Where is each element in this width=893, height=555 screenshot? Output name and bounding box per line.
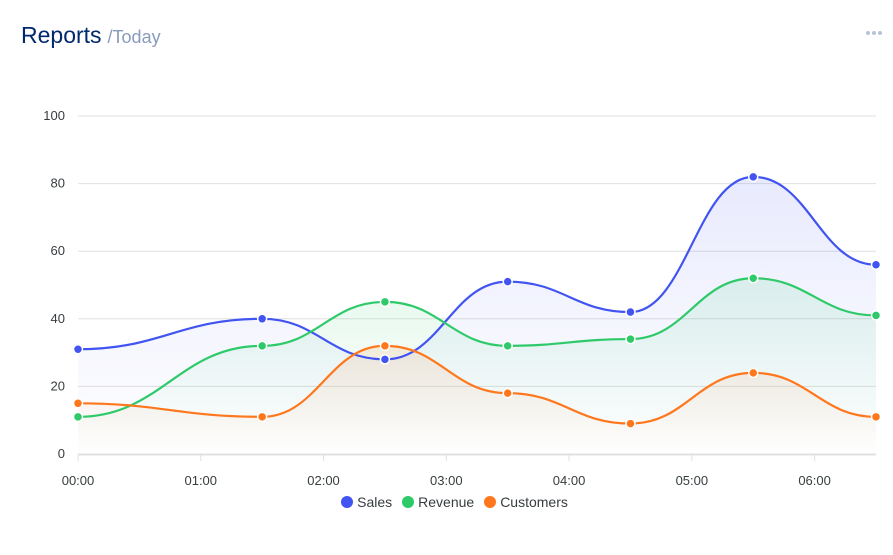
data-point-revenue	[502, 340, 513, 352]
x-tick-label: 02:00	[307, 473, 340, 488]
legend-label: Revenue	[418, 494, 475, 510]
data-point-customers	[870, 411, 882, 423]
data-point-customers	[502, 387, 513, 399]
data-point-customers	[625, 418, 636, 429]
series-area-customers	[78, 345, 876, 454]
x-tick-label: 00:00	[62, 473, 95, 488]
data-point-customers	[747, 367, 759, 379]
y-tick-label: 40	[51, 311, 65, 326]
data-point-sales	[870, 259, 882, 270]
data-point-sales	[625, 306, 636, 318]
x-tick-label: 05:00	[676, 473, 709, 488]
data-point-customers	[256, 411, 268, 423]
card-header: Reports /Today	[21, 22, 161, 49]
card-title: Reports	[21, 22, 102, 48]
data-point-revenue	[379, 296, 391, 308]
y-tick-label: 20	[51, 378, 65, 393]
data-point-sales	[72, 343, 84, 355]
legend-marker	[402, 496, 415, 508]
legend-item-revenue[interactable]: Revenue	[402, 494, 474, 510]
legend-label: Customers	[500, 494, 568, 510]
legend-item-sales[interactable]: Sales	[341, 494, 392, 510]
y-tick-label: 0	[58, 446, 65, 461]
data-point-sales	[747, 171, 759, 183]
card-subtitle: /Today	[107, 27, 161, 47]
data-point-revenue	[72, 411, 84, 423]
y-tick-label: 80	[51, 176, 65, 191]
reports-chart: 0 20 40 60 80 100 00:00 01:00 02:00 03:00 04:00 05:…	[43, 108, 882, 488]
data-point-customers	[379, 340, 391, 352]
y-tick-label: 100	[43, 108, 65, 123]
x-tick-label: 04:00	[553, 473, 586, 488]
x-tick-label: 01:00	[184, 473, 217, 488]
more-horizontal-icon[interactable]	[866, 22, 886, 35]
data-point-revenue	[256, 340, 268, 352]
x-tick-label: 06:00	[798, 473, 831, 488]
x-tick-label: 03:00	[430, 473, 463, 488]
data-point-sales	[502, 276, 513, 287]
legend-item-customers[interactable]: Customers	[484, 494, 568, 510]
data-point-customers	[72, 398, 84, 409]
data-point-sales	[256, 313, 268, 325]
legend-label: Sales	[357, 494, 393, 510]
data-point-revenue	[870, 310, 882, 321]
data-point-sales	[379, 354, 391, 365]
data-point-revenue	[747, 272, 759, 284]
y-tick-label: 60	[51, 243, 65, 258]
chart-legend: Sales Revenue Customers	[0, 494, 893, 510]
legend-marker	[484, 496, 497, 508]
legend-marker	[341, 496, 354, 508]
data-point-revenue	[625, 333, 636, 345]
